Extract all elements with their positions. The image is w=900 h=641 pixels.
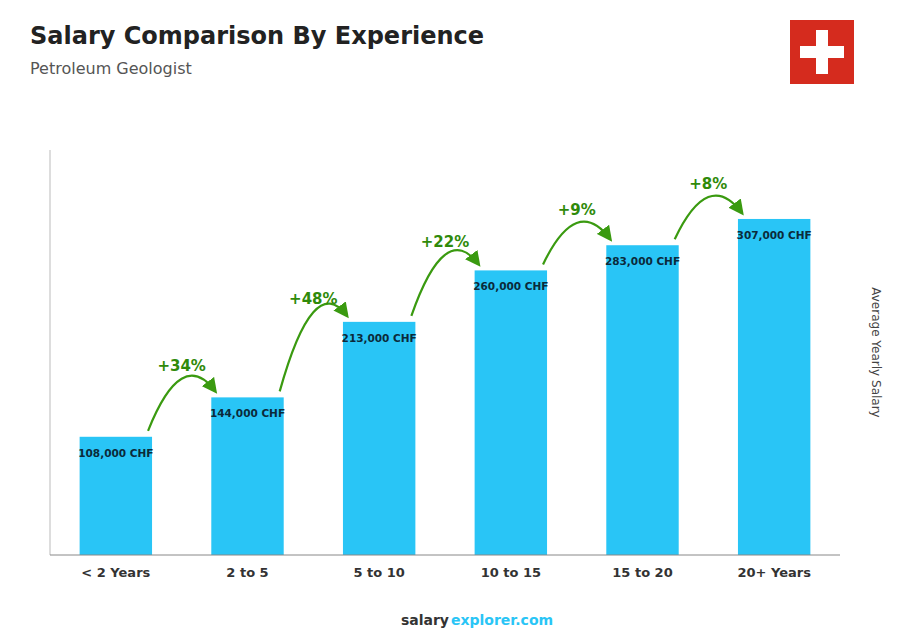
flag-field — [790, 20, 854, 84]
annotation: +48% — [289, 290, 337, 308]
change-arrow — [148, 376, 215, 431]
y-axis-label: Average Yearly Salary — [869, 287, 883, 417]
flag — [790, 20, 854, 84]
x-axis-line — [50, 555, 840, 556]
data-label: 307,000 CHF — [737, 229, 812, 241]
bar — [211, 397, 283, 555]
x-tick-label: 2 to 5 — [226, 565, 268, 580]
x-tick-label: 10 to 15 — [481, 565, 541, 580]
footer: salary — [401, 612, 449, 628]
chart: Salary Comparison By Experience Petroleum… — [0, 0, 900, 641]
data-label: 283,000 CHF — [605, 255, 680, 267]
x-tick-label: 5 to 10 — [353, 565, 404, 580]
change-arrow — [411, 250, 478, 316]
x-tick-label: 20+ Years — [737, 565, 811, 580]
change-arrow — [675, 196, 742, 240]
title: Salary Comparison By Experience — [30, 22, 484, 50]
bar — [738, 219, 810, 555]
x-tick-label: 15 to 20 — [612, 565, 672, 580]
data-label: 213,000 CHF — [342, 332, 417, 344]
data-label: 260,000 CHF — [473, 280, 548, 292]
data-label: 144,000 CHF — [210, 407, 285, 419]
annotation: +22% — [421, 233, 469, 251]
data-label: 108,000 CHF — [78, 447, 153, 459]
annotation: +9% — [558, 201, 596, 219]
change-arrow — [280, 304, 347, 392]
x-tick-label: < 2 Years — [81, 565, 150, 580]
change-arrow — [543, 222, 610, 265]
bars — [80, 219, 811, 555]
y-axis-line — [50, 150, 51, 555]
flag-cross — [800, 46, 844, 58]
subtitle: Petroleum Geologist — [30, 59, 192, 78]
bar — [606, 245, 678, 555]
bar — [343, 322, 415, 555]
annotation: +34% — [157, 357, 205, 375]
footer: explorer.com — [451, 612, 553, 628]
annotation: +8% — [689, 175, 727, 193]
bar — [475, 270, 547, 555]
